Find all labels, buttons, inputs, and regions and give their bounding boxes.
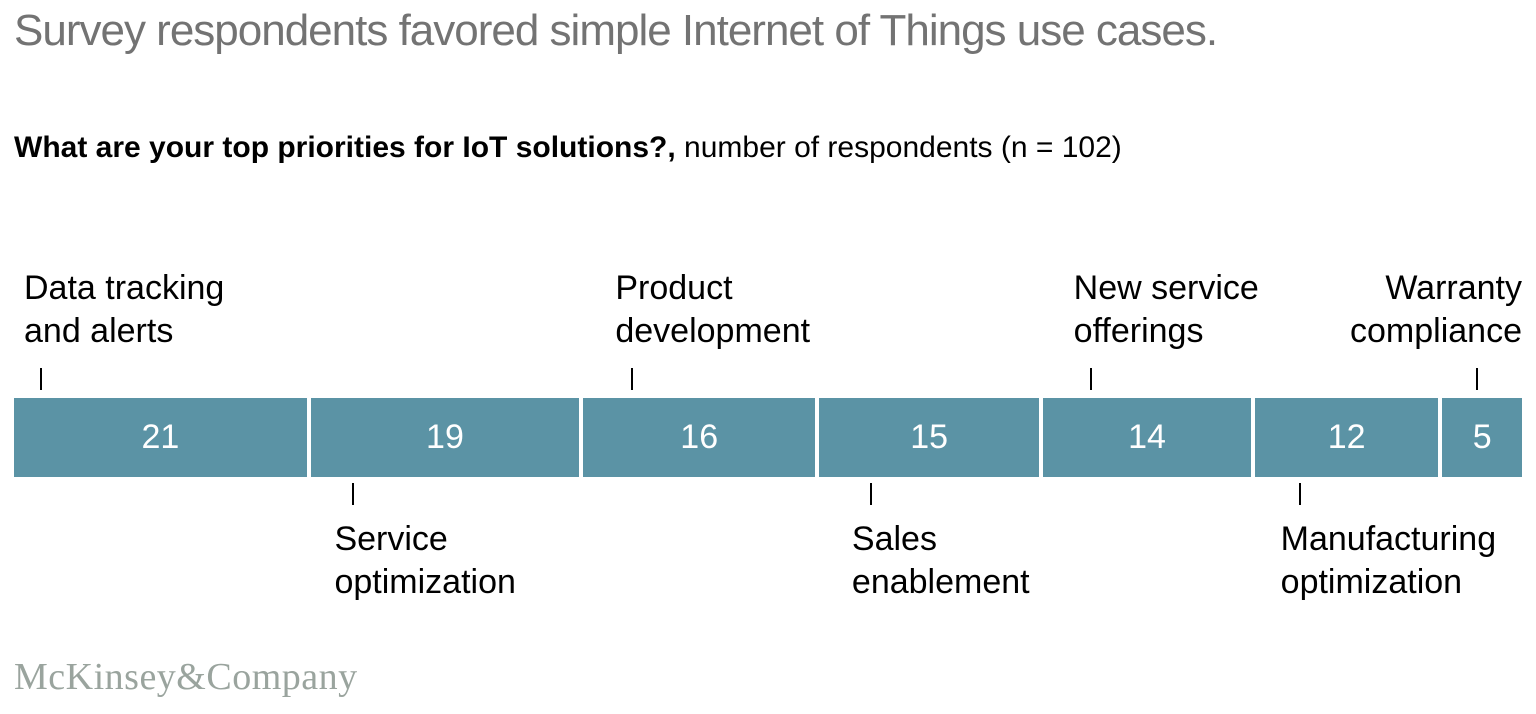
category-label-data-tracking-and-alerts: Data tracking and alerts [24,267,224,390]
category-label-text: Data tracking and alerts [24,269,225,350]
category-label-text: Service optimization [334,520,516,601]
tick-mark [40,368,42,390]
category-label-text: New service offerings [1073,269,1259,350]
segment-value: 21 [141,418,180,456]
category-label-text: Manufacturing optimization [1280,520,1497,601]
category-label-new-service-offerings: New service offerings [1074,267,1259,390]
category-label-service-optimization: Service optimization [334,483,516,604]
page-title: Survey respondents favored simple Intern… [14,6,1218,55]
chart-question: What are your top priorities for IoT sol… [14,131,676,164]
tick-mark [1476,368,1478,390]
chart-unit-note: number of respondents (n = 102) [675,131,1122,164]
chart-subtitle: What are your top priorities for IoT sol… [14,131,1122,165]
tick-mark [352,483,355,505]
tick-mark [631,368,634,390]
bar-segment-service-optimization: 19 [310,398,580,477]
category-label-sales-enablement: Sales enablement [852,483,1030,604]
tick-mark [869,483,872,505]
mckinsey-logo: McKinsey&Company [14,656,358,698]
labels-below: Service optimization Sales enablement Manu… [14,477,1522,647]
category-label-text: Product development [615,269,811,350]
bar-segment-warranty-compliance: 5 [1442,398,1522,477]
tick-mark [1298,483,1301,505]
stacked-bar: 21 19 16 15 14 12 5 [14,398,1522,477]
segment-value: 14 [1128,418,1166,456]
segment-value: 16 [680,418,719,456]
category-label-text: Sales enablement [851,520,1030,601]
segment-value: 5 [1472,418,1492,456]
bar-segment-manufacturing-optimization: 12 [1254,398,1439,477]
stacked-bar-chart: Data tracking and alerts Product developm… [14,265,1522,647]
segment-value: 12 [1327,418,1366,456]
category-label-manufacturing-optimization: Manufacturing optimization [1281,483,1496,604]
tick-mark [1089,368,1092,390]
segment-value: 19 [426,418,464,456]
category-label-warranty-compliance: Warranty compliance [1350,267,1522,390]
labels-above: Data tracking and alerts Product developm… [14,265,1522,398]
category-label-text: Warranty compliance [1350,269,1522,350]
category-label-product-development: Product development [615,267,810,390]
bar-segment-product-development: 16 [583,398,816,477]
bar-segment-new-service-offerings: 14 [1043,398,1251,477]
bar-segment-sales-enablement: 15 [819,398,1040,477]
bar-segment-data-tracking-and-alerts: 21 [14,398,307,477]
segment-value: 15 [910,418,949,456]
